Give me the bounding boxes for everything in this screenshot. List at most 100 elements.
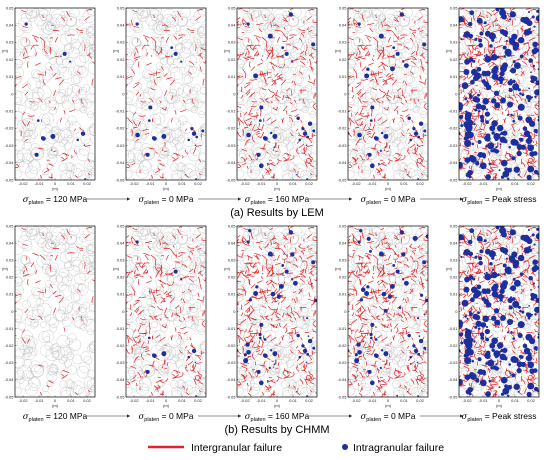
intergranular-crack: [247, 330, 253, 333]
intergranular-crack: [516, 29, 519, 35]
intragranular-failure: [246, 22, 250, 26]
intergranular-crack: [488, 51, 490, 55]
x-tick-label: -0.01: [34, 398, 44, 403]
intergranular-crack: [145, 329, 147, 336]
grain-outline: [89, 45, 95, 56]
grain-outline: [355, 141, 365, 152]
grain-outline: [281, 127, 293, 139]
intergranular-crack: [278, 322, 282, 328]
grain-outline: [179, 243, 190, 254]
grain-outline: [171, 173, 183, 180]
y-tick-label: -0.04: [226, 160, 236, 165]
intergranular-crack: [37, 97, 43, 103]
intergranular-crack: [172, 281, 175, 286]
grain-outline: [302, 134, 313, 145]
intergranular-crack: [42, 14, 45, 19]
grain-outline: [89, 126, 95, 133]
intergranular-crack: [250, 169, 252, 174]
grain-outline: [80, 134, 91, 145]
intergranular-crack: [513, 109, 520, 112]
y-tick-label: -0.05: [115, 177, 125, 182]
intergranular-crack: [531, 164, 537, 168]
intergranular-crack: [272, 236, 276, 240]
intergranular-crack: [254, 369, 258, 374]
intergranular-crack: [178, 36, 183, 40]
intergranular-crack: [55, 294, 62, 298]
grain-outline: [402, 226, 413, 236]
grain-outline: [141, 318, 150, 328]
grain-outline: [86, 344, 95, 353]
intergranular-crack: [501, 83, 507, 86]
intergranular-crack: [270, 394, 272, 397]
intergranular-crack: [282, 312, 285, 318]
intragranular-failure: [290, 252, 295, 257]
grain-outline: [243, 256, 252, 265]
grain-outline: [399, 380, 408, 389]
y-tick-label: -0.02: [448, 126, 458, 131]
intergranular-crack: [283, 27, 286, 30]
intergranular-crack: [525, 8, 532, 10]
intragranular-failure: [463, 136, 468, 141]
grain-outline: [60, 346, 73, 359]
intergranular-crack: [362, 136, 367, 143]
intergranular-crack: [240, 304, 243, 310]
intergranular-crack: [386, 94, 392, 99]
grain-outline: [183, 302, 193, 312]
intragranular-failure: [523, 29, 531, 36]
x-tick-label: -0.02: [351, 181, 361, 186]
y-tick-label: -0.01: [4, 326, 14, 331]
grain-outline: [15, 266, 21, 275]
grain-outline: [15, 276, 23, 287]
grain-outline: [534, 160, 539, 169]
grain-outline: [143, 288, 155, 300]
grain-outline: [237, 292, 244, 302]
intergranular-crack: [291, 277, 297, 279]
y-axis-unit: (m): [335, 48, 342, 53]
grain-outline: [423, 385, 428, 393]
intragranular-failure: [282, 273, 284, 275]
intergranular-crack: [255, 240, 264, 244]
grain-outline: [140, 228, 149, 237]
intergranular-crack: [155, 334, 160, 339]
intragranular-failure: [463, 31, 471, 38]
grain-outline: [365, 91, 377, 103]
grain-outline: [256, 148, 265, 157]
y-tick-label: -0.05: [448, 177, 458, 182]
intergranular-crack: [410, 51, 416, 55]
grain-outline: [51, 351, 59, 359]
intergranular-crack: [511, 124, 516, 132]
intergranular-crack: [247, 113, 253, 116]
intergranular-crack: [470, 88, 474, 93]
intergranular-crack: [271, 279, 278, 285]
grain-outline: [148, 8, 162, 17]
intragranular-failure: [499, 143, 502, 146]
intergranular-crack: [164, 24, 169, 28]
grain-outline: [263, 239, 277, 253]
intergranular-crack: [462, 52, 467, 59]
intragranular-failure: [459, 114, 464, 120]
grain-outline: [79, 99, 88, 108]
intergranular-crack: [248, 269, 250, 273]
grain-outline: [130, 127, 141, 138]
grain-outline: [142, 364, 155, 378]
grain-outline: [379, 14, 386, 22]
grain-outline: [248, 154, 256, 162]
grain-outline: [260, 226, 270, 236]
grain-outline: [88, 34, 95, 45]
grain-outline: [58, 138, 67, 147]
intergranular-crack: [175, 153, 178, 157]
grain-outline: [83, 101, 95, 115]
intergranular-crack: [295, 128, 299, 132]
intergranular-crack: [348, 53, 356, 56]
grain-outline: [413, 351, 424, 362]
grain-outline: [391, 138, 400, 147]
grain-outline: [156, 163, 164, 170]
grain-outline: [41, 21, 55, 35]
intergranular-crack: [536, 140, 538, 145]
grain-outline: [64, 261, 75, 272]
grain-outline: [126, 152, 136, 163]
intergranular-crack: [248, 123, 253, 126]
grain-outline: [240, 376, 255, 391]
intragranular-failure: [477, 93, 480, 97]
